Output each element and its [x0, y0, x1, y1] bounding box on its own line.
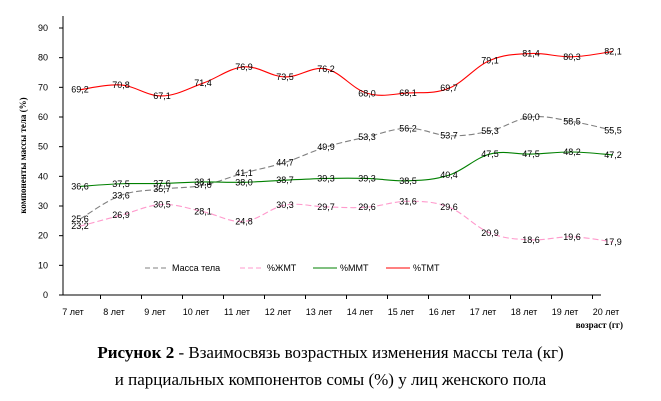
data-label: 48,2 — [563, 147, 581, 157]
data-label: 56,2 — [399, 123, 417, 133]
data-label: 70,8 — [112, 80, 130, 90]
x-tick-label: 9 лет — [144, 307, 166, 317]
data-label: 39,3 — [317, 173, 335, 183]
data-label: 53,3 — [358, 132, 376, 142]
data-label: 47,5 — [522, 149, 540, 159]
series-line-bone-mass — [79, 50, 614, 97]
data-label: 20,9 — [481, 228, 499, 238]
line-chart: 0 10 20 30 40 50 60 70 80 90 7 лет 8 лет 9 лет 10 лет… — [18, 16, 623, 330]
data-label: 68,1 — [399, 88, 417, 98]
x-tick-label: 20 лет — [593, 307, 620, 317]
y-tick-label: 10 — [38, 260, 48, 270]
data-label: 40,4 — [440, 170, 458, 180]
data-label: 55,5 — [604, 125, 622, 135]
x-tick-label: 16 лет — [429, 307, 456, 317]
data-label: 29,7 — [317, 202, 335, 212]
data-label: 30,5 — [153, 200, 171, 210]
data-label: 53,7 — [440, 131, 458, 141]
data-label: 49,9 — [317, 142, 335, 152]
data-label: 37,6 — [153, 178, 171, 188]
data-label: 17,9 — [604, 237, 622, 247]
y-tick-label: 40 — [38, 171, 48, 181]
y-axis-title: компоненты массы тела (%) — [18, 97, 28, 213]
x-tick-label: 10 лет — [183, 307, 210, 317]
data-label: 38,7 — [276, 175, 294, 185]
data-label: 73,5 — [276, 72, 294, 82]
y-tick-label: 50 — [38, 142, 48, 152]
data-label: 79,1 — [481, 55, 499, 65]
data-label: 76,9 — [235, 62, 253, 72]
figure-caption-line-1: Рисунок 2 - Взаимосвязь возрастных измен… — [0, 343, 661, 363]
data-label: 44,7 — [276, 157, 294, 167]
data-label: 18,6 — [522, 235, 540, 245]
legend-label: Масса тела — [172, 263, 220, 273]
data-label: 29,6 — [440, 202, 458, 212]
data-label: 23,2 — [71, 221, 89, 231]
data-label: 38,1 — [194, 177, 212, 187]
figure-label: Рисунок 2 — [97, 343, 175, 362]
data-label: 69,2 — [71, 85, 89, 95]
y-tick-label: 60 — [38, 112, 48, 122]
data-label: 47,2 — [604, 150, 622, 160]
x-tick-label: 11 лет — [224, 307, 250, 317]
x-tick-label: 19 лет — [552, 307, 579, 317]
y-tick-label: 20 — [38, 231, 48, 241]
series-line-body-mass — [79, 116, 614, 220]
data-label: 28,1 — [194, 207, 212, 217]
data-label: 37,0 — [194, 180, 212, 190]
x-tick-label: 13 лет — [306, 307, 333, 317]
data-label: 41,1 — [235, 168, 253, 178]
y-tick-label: 90 — [38, 23, 48, 33]
x-tick-label: 15 лет — [388, 307, 415, 317]
data-label: 60,0 — [522, 112, 540, 122]
data-label: 33,6 — [112, 190, 130, 200]
legend-label: %ТМТ — [413, 263, 440, 273]
series-line-muscle-mass — [79, 151, 614, 187]
caption-text-1: - Взаимосвязь возрастных изменения массы… — [174, 343, 564, 362]
data-label: 69,7 — [440, 83, 458, 93]
legend-label: %ЖМТ — [267, 263, 297, 273]
x-tick-label: 12 лет — [265, 307, 292, 317]
data-label: 67,1 — [153, 91, 171, 101]
x-tick-label: 17 лет — [470, 307, 497, 317]
x-tick-label: 8 лет — [103, 307, 125, 317]
data-label: 19,6 — [563, 232, 581, 242]
x-tick-label: 7 лет — [62, 307, 84, 317]
y-tick-label: 30 — [38, 201, 48, 211]
data-label: 58,5 — [563, 116, 581, 126]
data-label: 36,6 — [71, 181, 89, 191]
figure-caption-line-2: и парциальных компонентов сомы (%) у лиц… — [114, 370, 547, 389]
data-label: 38,0 — [235, 177, 253, 187]
y-tick-label: 0 — [43, 290, 48, 300]
data-label: 30,3 — [276, 200, 294, 210]
x-tick-label: 18 лет — [511, 307, 538, 317]
y-tick-label: 70 — [38, 82, 48, 92]
data-label: 68,0 — [358, 88, 376, 98]
data-label: 26,9 — [112, 210, 130, 220]
x-axis-title: возраст (гг) — [576, 320, 623, 330]
data-label: 39,3 — [358, 173, 376, 183]
legend-label: %ММТ — [340, 263, 369, 273]
data-label: 71,4 — [194, 78, 212, 88]
data-label: 76,2 — [317, 64, 335, 74]
data-label: 81,4 — [522, 49, 540, 59]
data-label: 80,3 — [563, 52, 581, 62]
data-label: 35,7 — [153, 184, 171, 194]
data-label: 47,5 — [481, 149, 499, 159]
y-tick-label: 80 — [38, 53, 48, 63]
data-label: 37,5 — [112, 179, 130, 189]
data-label: 82,1 — [604, 46, 622, 56]
data-label: 25,6 — [71, 214, 89, 224]
series-line-fat-mass — [79, 200, 614, 243]
data-label: 38,5 — [399, 176, 417, 186]
data-label: 24,8 — [235, 216, 253, 226]
data-label: 31,6 — [399, 196, 417, 206]
x-tick-label: 14 лет — [347, 307, 374, 317]
data-label: 55,3 — [481, 126, 499, 136]
data-label: 29,6 — [358, 202, 376, 212]
